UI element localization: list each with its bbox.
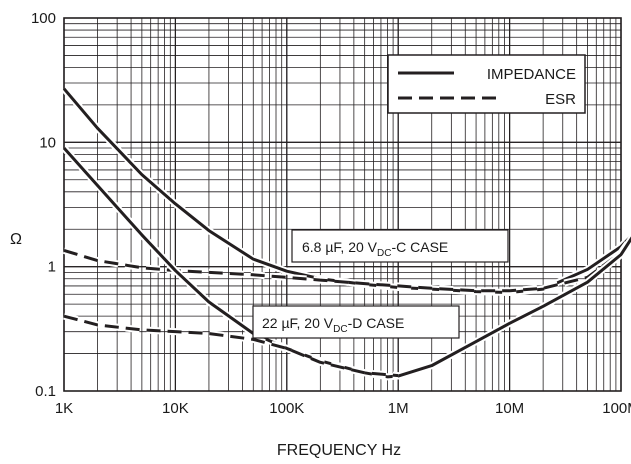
annotation-d-sub: DC [333, 324, 347, 335]
annotation-c-sub: DC [377, 248, 391, 259]
series-group [61, 86, 631, 381]
x-tick-label: 10M [495, 400, 524, 417]
x-axis-label: FREQUENCY Hz [277, 442, 401, 459]
x-tick-label: 100M [602, 400, 631, 417]
y-tick-label: 0.1 [35, 383, 56, 400]
annotation-d-box [252, 305, 460, 339]
x-tick-label: 1K [55, 400, 73, 417]
annotation-d-text: 22 µF, 20 VDC-D CASE [262, 315, 404, 335]
legend-box [387, 54, 586, 114]
annotation-c-text: 6.8 µF, 20 VDC-C CASE [302, 239, 448, 259]
y-tick-label: 1 [48, 259, 56, 276]
legend-impedance-label: IMPEDANCE [487, 66, 576, 83]
annotation-d-case: 22 µF, 20 VDC-D CASE [252, 305, 460, 339]
tick-labels: 1K 10K 100K 1M 10M 100M 0.1 1 10 100 [31, 10, 631, 417]
annotation-c-box [291, 229, 509, 263]
legend-esr-label: ESR [545, 91, 576, 108]
annotation-c-case: 6.8 µF, 20 VDC-C CASE [291, 229, 509, 263]
annotation-c-suffix: -C CASE [391, 239, 448, 255]
y-tick-label: 100 [31, 10, 56, 27]
x-tick-label: 1M [388, 400, 409, 417]
annotation-d-prefix: 22 µF, 20 V [262, 315, 334, 331]
plot-border [63, 17, 622, 392]
x-tick-label: 100K [269, 400, 304, 417]
esr-line-c [63, 236, 631, 293]
annotation-c-prefix: 6.8 µF, 20 V [302, 239, 378, 255]
y-tick-label: 10 [39, 134, 56, 151]
y-axis-label: Ω [10, 231, 22, 248]
legend: IMPEDANCE ESR [387, 54, 586, 114]
esr-line-d [63, 314, 399, 378]
x-tick-label: 10K [162, 400, 189, 417]
plot-frame [63, 17, 622, 392]
annotation-d-suffix: -D CASE [348, 315, 405, 331]
